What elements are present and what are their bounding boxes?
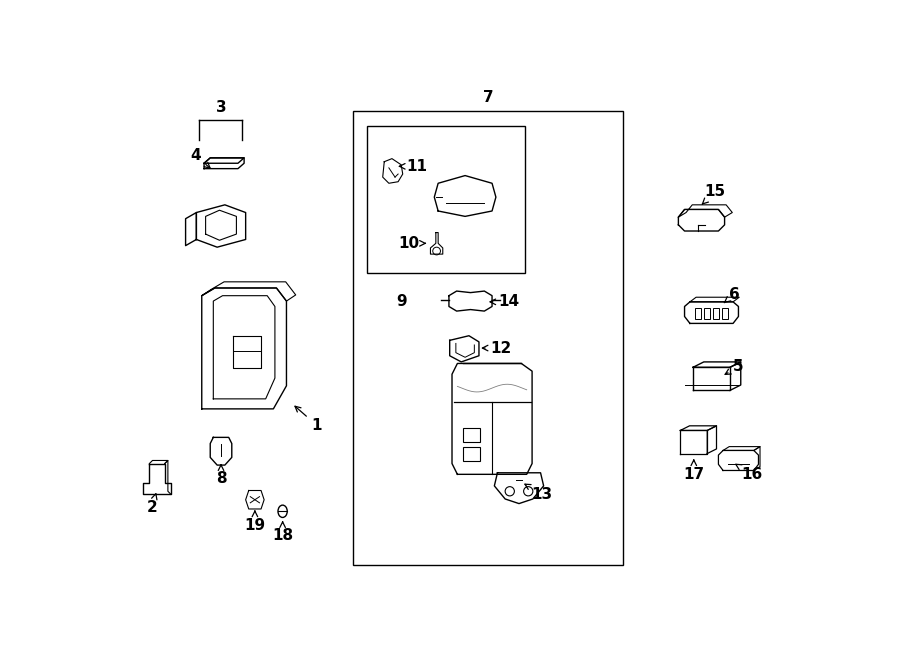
Text: 10: 10 (399, 236, 426, 251)
Text: 2: 2 (147, 494, 158, 515)
Text: 8: 8 (216, 465, 226, 486)
Text: 12: 12 (482, 340, 512, 356)
Bar (723, 308, 728, 319)
Text: 17: 17 (683, 460, 705, 482)
Text: 19: 19 (244, 511, 266, 533)
Text: 13: 13 (525, 484, 553, 502)
Text: 11: 11 (400, 159, 428, 174)
Text: 7: 7 (483, 89, 493, 104)
Text: 16: 16 (736, 464, 763, 482)
Text: 3: 3 (216, 100, 226, 114)
Bar (713, 308, 719, 319)
Bar (354, 111, 623, 565)
Text: 14: 14 (491, 294, 519, 309)
Text: 5: 5 (725, 359, 743, 374)
Bar (695, 308, 701, 319)
Bar (704, 308, 710, 319)
Text: 1: 1 (295, 407, 321, 432)
Bar (463, 428, 480, 442)
Text: 9: 9 (396, 294, 407, 309)
Text: 18: 18 (272, 522, 293, 543)
Text: 15: 15 (702, 184, 726, 204)
Bar (367, 126, 526, 272)
Text: 4: 4 (190, 148, 211, 168)
Text: 6: 6 (724, 287, 740, 303)
Bar (463, 447, 480, 461)
